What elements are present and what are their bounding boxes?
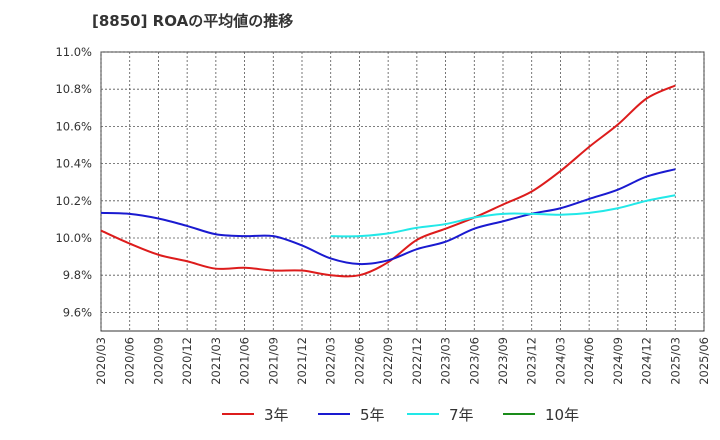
y-tick-label: 9.8%	[63, 268, 92, 282]
x-tick-label: 2023/12	[525, 337, 539, 385]
x-tick-label: 2023/03	[439, 337, 453, 385]
x-tick-label: 2021/09	[266, 337, 280, 385]
x-tick-label: 2022/09	[381, 337, 395, 385]
series-line-2	[100, 168, 676, 266]
x-tick-label: 2025/03	[668, 337, 682, 385]
y-axis-ticks: 9.6% 9.8% 10.0% 10.2% 10.4% 10.6% 10.8% 11.0%	[55, 45, 92, 319]
y-tick-label: 10.8%	[55, 82, 92, 96]
x-tick-label: 2020/06	[123, 337, 137, 385]
series-line-3	[330, 194, 676, 238]
y-tick-label: 11.0%	[55, 45, 92, 59]
series-lines	[100, 84, 676, 278]
x-tick-label: 2023/06	[467, 337, 481, 385]
y-tick-label: 9.6%	[63, 305, 92, 319]
grid-lines	[100, 51, 705, 331]
legend-label-2: 5年	[360, 406, 385, 424]
x-tick-label: 2022/12	[410, 337, 424, 385]
x-tick-label: 2023/09	[496, 337, 510, 385]
x-tick-label: 2024/03	[553, 337, 567, 385]
legend-label-1: 3年	[264, 406, 289, 424]
y-tick-label: 10.0%	[55, 231, 92, 245]
x-tick-label: 2022/03	[324, 337, 338, 385]
y-tick-label: 10.6%	[55, 119, 92, 133]
legend-label-3: 7年	[449, 406, 474, 424]
x-tick-label: 2024/09	[611, 337, 625, 385]
x-tick-label: 2020/09	[151, 337, 165, 385]
x-tick-label: 2021/12	[295, 337, 309, 385]
y-tick-label: 10.2%	[55, 194, 92, 208]
x-tick-label: 2022/06	[352, 337, 366, 385]
legend-label-4: 10年	[545, 406, 579, 424]
x-tick-label: 2020/12	[180, 337, 194, 385]
x-tick-label: 2024/12	[640, 337, 654, 385]
x-tick-label: 2025/06	[697, 337, 711, 385]
chart-title: [8850] ROAの平均値の推移	[92, 12, 294, 30]
y-tick-label: 10.4%	[55, 157, 92, 171]
x-tick-label: 2020/03	[94, 337, 108, 385]
x-tick-label: 2021/03	[209, 337, 223, 385]
x-tick-label: 2024/06	[582, 337, 596, 385]
x-tick-label: 2021/06	[238, 337, 252, 385]
plot-area	[100, 51, 705, 332]
x-axis-ticks: 2020/03 2020/06 2020/09 2020/12 2021/03 2021/…	[94, 337, 711, 385]
series-line-1	[100, 84, 676, 278]
legend: 3年 5年 7年 10年	[222, 406, 579, 424]
